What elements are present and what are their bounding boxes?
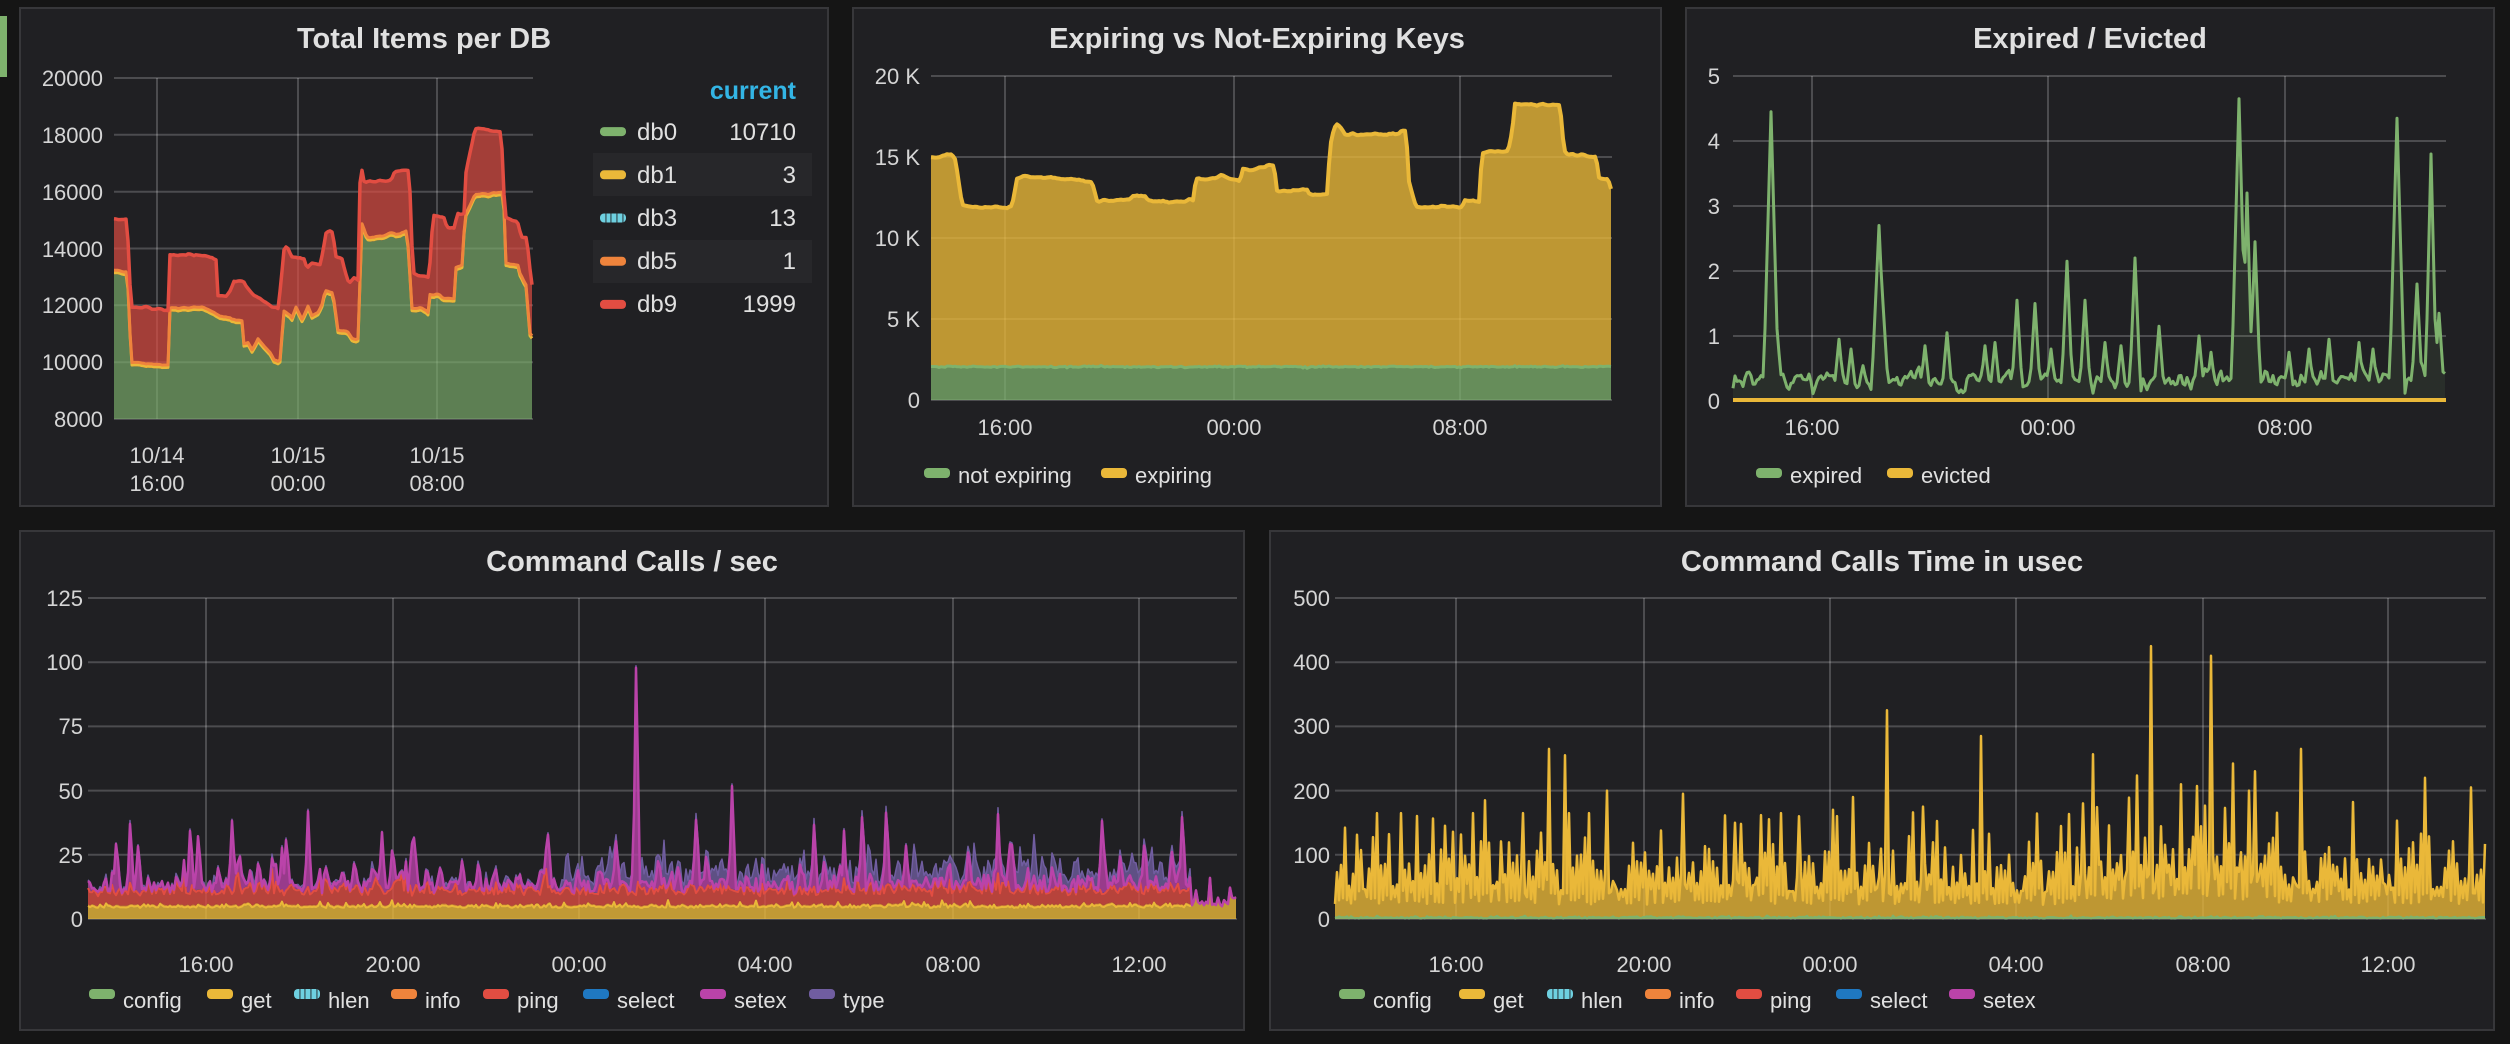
svg-text:16:00: 16:00	[129, 471, 184, 496]
svg-text:08:00: 08:00	[1432, 415, 1487, 440]
svg-text:setex: setex	[1983, 988, 2036, 1013]
svg-text:12000: 12000	[42, 293, 103, 318]
svg-text:10000: 10000	[42, 350, 103, 375]
svg-text:12:00: 12:00	[1111, 952, 1166, 977]
svg-text:get: get	[241, 988, 272, 1013]
svg-text:ping: ping	[1770, 988, 1812, 1013]
svg-text:select: select	[617, 988, 674, 1013]
svg-text:13: 13	[769, 205, 796, 232]
svg-text:00:00: 00:00	[2020, 415, 2075, 440]
svg-text:Expired / Evicted: Expired / Evicted	[1973, 23, 2207, 55]
svg-text:25: 25	[59, 843, 83, 868]
svg-text:0: 0	[908, 388, 920, 413]
svg-text:20:00: 20:00	[365, 952, 420, 977]
svg-text:50: 50	[59, 779, 83, 804]
svg-text:20000: 20000	[42, 66, 103, 91]
svg-text:10 K: 10 K	[875, 226, 921, 251]
svg-text:not expiring: not expiring	[958, 463, 1072, 488]
svg-text:expired: expired	[1790, 463, 1862, 488]
svg-text:200: 200	[1293, 779, 1330, 804]
svg-text:ping: ping	[517, 988, 559, 1013]
svg-text:14000: 14000	[42, 237, 103, 262]
svg-text:db1: db1	[637, 162, 677, 189]
svg-text:10/15: 10/15	[409, 443, 464, 468]
svg-text:08:00: 08:00	[2175, 952, 2230, 977]
svg-text:db0: db0	[637, 119, 677, 146]
svg-text:08:00: 08:00	[2257, 415, 2312, 440]
svg-text:3: 3	[1708, 194, 1720, 219]
svg-text:5 K: 5 K	[887, 307, 920, 332]
svg-text:00:00: 00:00	[1802, 952, 1857, 977]
svg-text:20:00: 20:00	[1616, 952, 1671, 977]
svg-text:16:00: 16:00	[178, 952, 233, 977]
svg-text:config: config	[1373, 988, 1432, 1013]
svg-text:500: 500	[1293, 586, 1330, 611]
svg-text:08:00: 08:00	[925, 952, 980, 977]
svg-text:8000: 8000	[54, 407, 103, 432]
svg-text:16:00: 16:00	[1428, 952, 1483, 977]
svg-text:04:00: 04:00	[1988, 952, 2043, 977]
svg-text:125: 125	[46, 586, 83, 611]
svg-text:1: 1	[1708, 324, 1720, 349]
svg-text:08:00: 08:00	[409, 471, 464, 496]
svg-text:10/14: 10/14	[129, 443, 184, 468]
svg-text:100: 100	[46, 650, 83, 675]
svg-text:select: select	[1870, 988, 1927, 1013]
svg-text:100: 100	[1293, 843, 1330, 868]
svg-text:Command Calls / sec: Command Calls / sec	[486, 546, 778, 578]
svg-text:Expiring vs Not-Expiring Keys: Expiring vs Not-Expiring Keys	[1049, 23, 1465, 55]
svg-text:0: 0	[1708, 389, 1720, 414]
svg-text:1999: 1999	[743, 291, 796, 318]
svg-text:info: info	[1679, 988, 1714, 1013]
svg-text:10/15: 10/15	[270, 443, 325, 468]
svg-text:db5: db5	[637, 248, 677, 275]
svg-text:12:00: 12:00	[2360, 952, 2415, 977]
svg-text:75: 75	[59, 714, 83, 739]
svg-text:18000: 18000	[42, 123, 103, 148]
svg-text:3: 3	[783, 162, 796, 189]
svg-text:16000: 16000	[42, 180, 103, 205]
svg-text:db9: db9	[637, 291, 677, 318]
svg-text:5: 5	[1708, 64, 1720, 89]
svg-text:hlen: hlen	[1581, 988, 1623, 1013]
svg-text:Command Calls Time in usec: Command Calls Time in usec	[1681, 546, 2083, 578]
svg-text:00:00: 00:00	[1206, 415, 1261, 440]
svg-text:Total Items per DB: Total Items per DB	[297, 23, 551, 55]
svg-text:current: current	[710, 77, 797, 105]
svg-text:setex: setex	[734, 988, 787, 1013]
svg-text:04:00: 04:00	[737, 952, 792, 977]
svg-text:2: 2	[1708, 259, 1720, 284]
svg-text:hlen: hlen	[328, 988, 370, 1013]
svg-text:00:00: 00:00	[551, 952, 606, 977]
svg-text:info: info	[425, 988, 460, 1013]
svg-text:type: type	[843, 988, 885, 1013]
svg-text:300: 300	[1293, 714, 1330, 739]
svg-text:db3: db3	[637, 205, 677, 232]
svg-text:0: 0	[1318, 907, 1330, 932]
svg-text:10710: 10710	[729, 119, 796, 146]
svg-text:400: 400	[1293, 650, 1330, 675]
svg-text:20 K: 20 K	[875, 64, 921, 89]
svg-text:expiring: expiring	[1135, 463, 1212, 488]
svg-text:config: config	[123, 988, 182, 1013]
svg-text:0: 0	[71, 907, 83, 932]
svg-text:evicted: evicted	[1921, 463, 1991, 488]
svg-text:4: 4	[1708, 129, 1720, 154]
svg-text:16:00: 16:00	[977, 415, 1032, 440]
svg-text:16:00: 16:00	[1784, 415, 1839, 440]
svg-text:get: get	[1493, 988, 1524, 1013]
svg-text:00:00: 00:00	[270, 471, 325, 496]
svg-text:1: 1	[783, 248, 796, 275]
svg-text:15 K: 15 K	[875, 145, 921, 170]
